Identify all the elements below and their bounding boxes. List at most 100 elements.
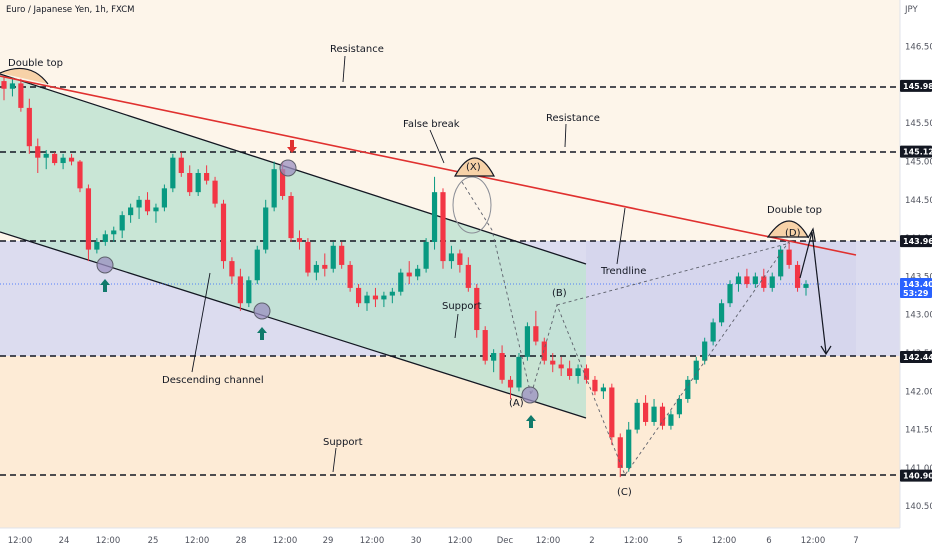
label-wave-c: (C) xyxy=(617,487,632,498)
candle xyxy=(794,261,801,292)
candle xyxy=(263,199,269,254)
candle xyxy=(187,165,193,196)
candle xyxy=(769,272,775,292)
x-tick-label: 12:00 xyxy=(273,536,298,546)
touch-circle-3 xyxy=(279,159,297,177)
candle-body xyxy=(60,157,66,164)
price-badge: 143.40153:29 xyxy=(900,278,932,298)
pointer-resistance-top xyxy=(342,55,346,83)
up-arrow-2 xyxy=(257,327,267,340)
candle-body xyxy=(541,341,547,361)
candle-body xyxy=(355,287,362,304)
candle-body xyxy=(339,245,345,265)
price-badge-bg xyxy=(900,79,932,92)
candle-body xyxy=(153,207,159,212)
candle xyxy=(178,152,184,177)
price-badge-label: 140.900 xyxy=(903,472,932,481)
x-tick-label: 6 xyxy=(766,536,771,546)
candle-body xyxy=(609,387,615,438)
price-badge-label: 143.401 xyxy=(903,280,932,289)
candle-body xyxy=(220,203,227,262)
candle-body xyxy=(364,295,370,304)
candle-body xyxy=(305,241,311,273)
candle-body xyxy=(406,272,412,277)
candle-body xyxy=(718,303,725,323)
touch-circle-1 xyxy=(96,256,114,274)
candle xyxy=(128,203,134,223)
candle-body xyxy=(119,215,125,231)
pointer-descending-channel xyxy=(191,272,211,373)
candle xyxy=(541,337,547,365)
candle-body xyxy=(381,295,387,300)
candle xyxy=(491,349,497,373)
candle-body xyxy=(643,402,649,422)
candle-body xyxy=(246,280,252,304)
x-tick-label: 2 xyxy=(589,536,594,546)
candle xyxy=(752,272,758,288)
label-resistance-mid: Resistance xyxy=(546,113,600,124)
price-badge: 145.129 xyxy=(900,145,932,158)
trendline-red[interactable] xyxy=(0,75,857,256)
price-badge-bg xyxy=(900,350,932,363)
price-badge: 145.988 xyxy=(900,79,932,92)
descending-channel-fill xyxy=(0,74,586,418)
label-wave-x: (X) xyxy=(466,162,481,173)
candle xyxy=(52,152,58,166)
candle-body xyxy=(237,276,243,304)
price-badge-bg xyxy=(900,469,932,482)
label-support-bottom: Support xyxy=(323,437,363,448)
candle-body xyxy=(77,161,83,189)
pointer-support-mid xyxy=(454,313,459,339)
candle xyxy=(583,364,590,384)
y-tick-label: 144.500 xyxy=(905,196,932,206)
candle-body xyxy=(794,264,801,288)
candle xyxy=(600,383,606,399)
price-badge: 140.900 xyxy=(900,469,932,482)
double-top-arc-x xyxy=(453,157,495,177)
candle xyxy=(43,150,49,170)
candle-body xyxy=(187,173,193,193)
candle-body xyxy=(1,81,7,89)
candle-body xyxy=(26,107,32,147)
candle xyxy=(68,153,75,166)
candle xyxy=(161,184,167,212)
label-support-mid: Support xyxy=(442,301,482,312)
y-tick-label: 140.500 xyxy=(905,502,932,512)
projection-arrowhead-up xyxy=(807,227,816,241)
candle-body xyxy=(752,276,758,285)
up-arrow-1 xyxy=(100,279,110,292)
candle xyxy=(102,230,108,246)
candle xyxy=(710,318,716,346)
y-tick-label: 146.500 xyxy=(905,43,932,53)
candle-body xyxy=(263,207,269,250)
annotation-pointers xyxy=(191,55,626,473)
x-tick-label: 12:00 xyxy=(96,536,121,546)
y-tick-label: 145.000 xyxy=(905,158,932,168)
candle xyxy=(94,238,100,254)
candle-body xyxy=(330,245,336,269)
candle xyxy=(533,310,539,346)
candle xyxy=(389,287,395,304)
candle-body xyxy=(347,264,353,288)
candle xyxy=(668,410,674,430)
candle-body xyxy=(778,249,784,277)
candle xyxy=(254,245,260,285)
candle xyxy=(364,291,370,311)
candle xyxy=(229,257,235,285)
down-arrow-1 xyxy=(287,140,297,153)
x-tick-label: 12:00 xyxy=(712,536,737,546)
candle xyxy=(204,165,210,185)
candle xyxy=(18,78,24,112)
candle-body xyxy=(617,437,623,468)
candle-body xyxy=(626,429,632,468)
candle-body xyxy=(178,157,184,174)
candle-body xyxy=(389,291,395,296)
candle xyxy=(744,268,750,288)
candle xyxy=(592,375,598,396)
x-tick-label: 25 xyxy=(148,536,159,546)
candle xyxy=(26,98,32,154)
x-tick-label: 12:00 xyxy=(624,536,649,546)
pointer-false-break xyxy=(429,129,445,164)
candle-body xyxy=(288,195,294,239)
